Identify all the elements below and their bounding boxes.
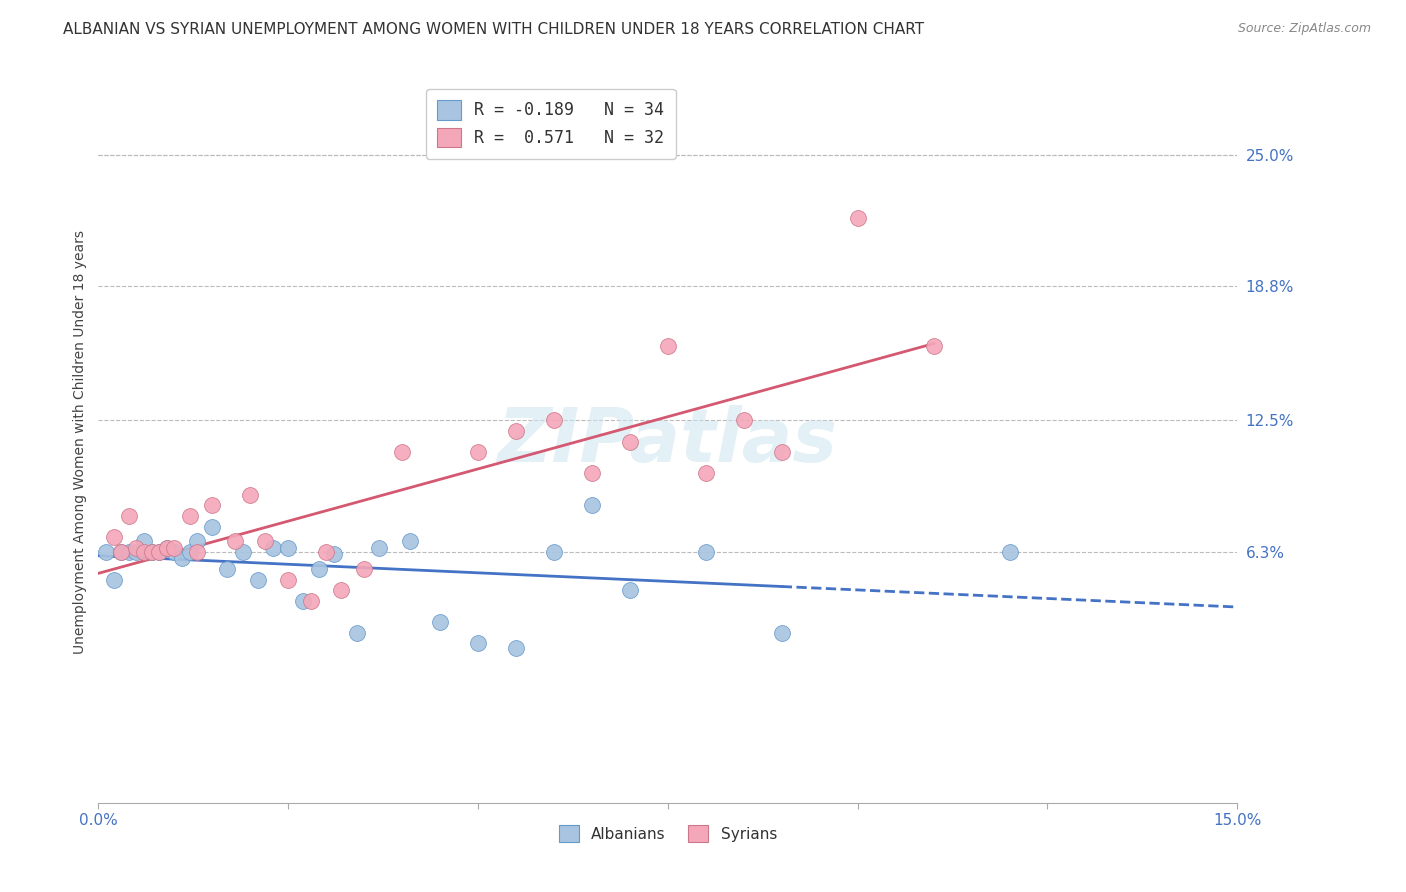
Point (201, 498, 224, 512)
Text: ALBANIAN VS SYRIAN UNEMPLOYMENT AMONG WOMEN WITH CHILDREN UNDER 18 YEARS CORRELA: ALBANIAN VS SYRIAN UNEMPLOYMENT AMONG WO… (63, 22, 924, 37)
Point (179, 508, 201, 523)
Point (467, 445, 489, 459)
Point (148, 545, 170, 559)
Point (308, 562, 330, 576)
Point (353, 562, 375, 576)
Point (186, 545, 208, 559)
Point (232, 545, 254, 559)
Point (619, 434, 641, 449)
Point (125, 545, 148, 559)
Point (118, 545, 141, 559)
Point (695, 467, 717, 481)
Point (543, 413, 565, 427)
Point (998, 545, 1021, 559)
Point (239, 488, 262, 502)
Point (224, 534, 246, 549)
Point (110, 545, 132, 559)
Point (292, 594, 315, 608)
Point (581, 498, 603, 512)
Point (156, 541, 179, 555)
Point (125, 541, 148, 555)
Point (770, 625, 793, 640)
Point (148, 545, 170, 559)
Point (163, 545, 186, 559)
Point (103, 573, 125, 587)
Point (156, 541, 179, 555)
Point (398, 534, 420, 549)
Point (163, 541, 186, 555)
Point (619, 583, 641, 598)
Point (201, 519, 224, 533)
Point (315, 545, 337, 559)
Point (391, 445, 413, 459)
Point (657, 339, 679, 353)
Point (94, 545, 117, 559)
Point (733, 413, 755, 427)
Point (141, 545, 163, 559)
Y-axis label: Unemployment Among Women with Children Under 18 years: Unemployment Among Women with Children U… (73, 229, 87, 654)
Point (170, 551, 193, 566)
Point (132, 545, 155, 559)
Text: Source: ZipAtlas.com: Source: ZipAtlas.com (1237, 22, 1371, 36)
Point (103, 530, 125, 544)
Point (217, 562, 239, 576)
Point (186, 534, 208, 549)
Point (246, 573, 269, 587)
Point (277, 541, 299, 555)
Point (179, 545, 201, 559)
Point (922, 339, 945, 353)
Point (254, 534, 277, 549)
Legend: Albanians, Syrians: Albanians, Syrians (551, 817, 785, 849)
Point (368, 541, 391, 555)
Point (429, 615, 451, 630)
Point (322, 547, 344, 561)
Point (695, 545, 717, 559)
Point (505, 424, 527, 438)
Point (346, 625, 368, 640)
Point (118, 508, 141, 523)
Point (330, 583, 353, 598)
Point (141, 545, 163, 559)
Point (543, 545, 565, 559)
Point (299, 594, 322, 608)
Point (846, 211, 869, 226)
Point (262, 541, 284, 555)
Text: ZIPatlas: ZIPatlas (498, 405, 838, 478)
Point (110, 545, 132, 559)
Point (505, 640, 527, 655)
Point (132, 534, 155, 549)
Point (277, 573, 299, 587)
Point (770, 445, 793, 459)
Point (467, 636, 489, 650)
Point (581, 467, 603, 481)
